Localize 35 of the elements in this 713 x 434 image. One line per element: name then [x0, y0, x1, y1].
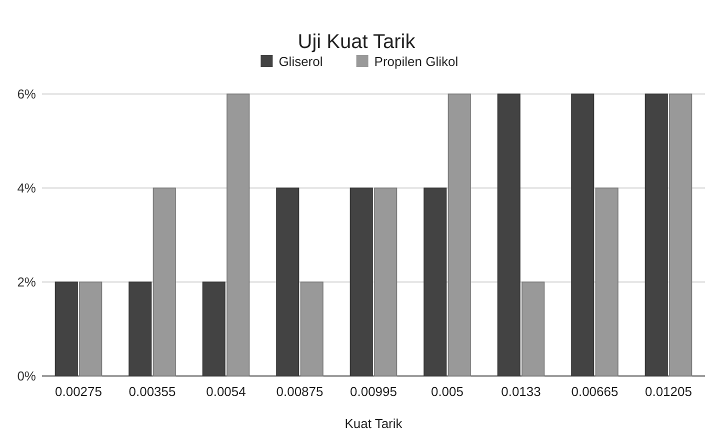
x-tick-label: 0.00275 — [55, 384, 102, 399]
x-tick-label: 0.00355 — [128, 384, 176, 399]
bar — [226, 94, 250, 376]
bar — [571, 94, 594, 376]
bar — [522, 282, 545, 376]
x-tick-label: 0.0054 — [206, 384, 246, 399]
x-tick-label: 0.00875 — [276, 384, 324, 399]
x-axis-title: Kuat Tarik — [344, 416, 403, 431]
bar — [79, 282, 102, 376]
bar — [350, 188, 373, 376]
y-tick-label: 2% — [17, 274, 36, 290]
bar — [374, 188, 398, 376]
x-tick-label: 0.00995 — [350, 384, 397, 399]
legend-label: Gliserol — [278, 54, 323, 69]
x-tick-label: 0.005 — [430, 384, 464, 399]
y-tick-label: 4% — [17, 180, 36, 196]
y-tick-label: 6% — [17, 86, 36, 102]
bar — [497, 94, 520, 376]
bar — [595, 188, 618, 376]
x-tick-label: 0.0133 — [501, 384, 541, 399]
bar — [669, 94, 692, 376]
bar — [424, 188, 447, 376]
bar — [276, 188, 300, 376]
bar — [644, 94, 668, 376]
bar — [448, 94, 471, 376]
y-tick-label: 0% — [17, 368, 36, 384]
chart-title: Uji Kuat Tarik — [298, 31, 416, 53]
bar — [152, 188, 176, 376]
bar — [300, 282, 324, 376]
bar — [54, 282, 78, 376]
bar — [128, 282, 152, 376]
x-tick-label: 0.00665 — [571, 384, 618, 399]
bar — [202, 282, 226, 376]
x-tick-label: 0.01205 — [644, 384, 692, 399]
legend-label: Propilen Glikol — [374, 54, 458, 69]
